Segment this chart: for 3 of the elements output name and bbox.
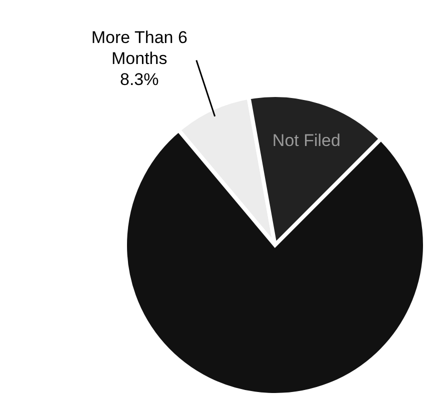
slice-label: Not Filed [272,130,340,150]
slice-label: More Than 6 Months [91,28,188,68]
data-label: 8.3% [120,70,159,90]
